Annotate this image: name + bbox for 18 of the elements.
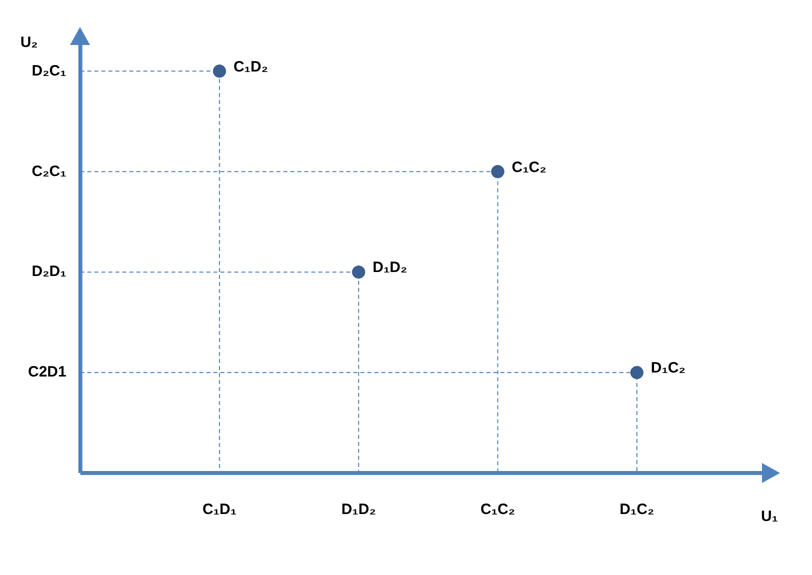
category-label: D₂C₁ [32, 62, 66, 80]
annotation: D₁C₂ [650, 360, 686, 377]
x-axis-title: U₁ [760, 508, 778, 526]
annotation: D₁D₂ [372, 259, 408, 276]
point [630, 366, 644, 380]
point [212, 64, 226, 78]
category-label: C₂C₁ [32, 162, 66, 180]
x-tick-label: C₁D₁ [202, 501, 237, 518]
x-tick-label: D₁D₂ [341, 501, 376, 518]
x-tick-label: C₁C₂ [480, 501, 516, 518]
category-label: D₂D₁ [32, 263, 66, 280]
x-tick-label: D₁C₂ [620, 501, 654, 518]
point [352, 266, 366, 279]
y-axis-title: U₂ [20, 34, 38, 52]
point [491, 165, 504, 178]
category-label: C2D1 [28, 364, 66, 381]
annotation: C₁C₂ [512, 158, 546, 176]
annotation: C₁D₂ [233, 58, 268, 76]
